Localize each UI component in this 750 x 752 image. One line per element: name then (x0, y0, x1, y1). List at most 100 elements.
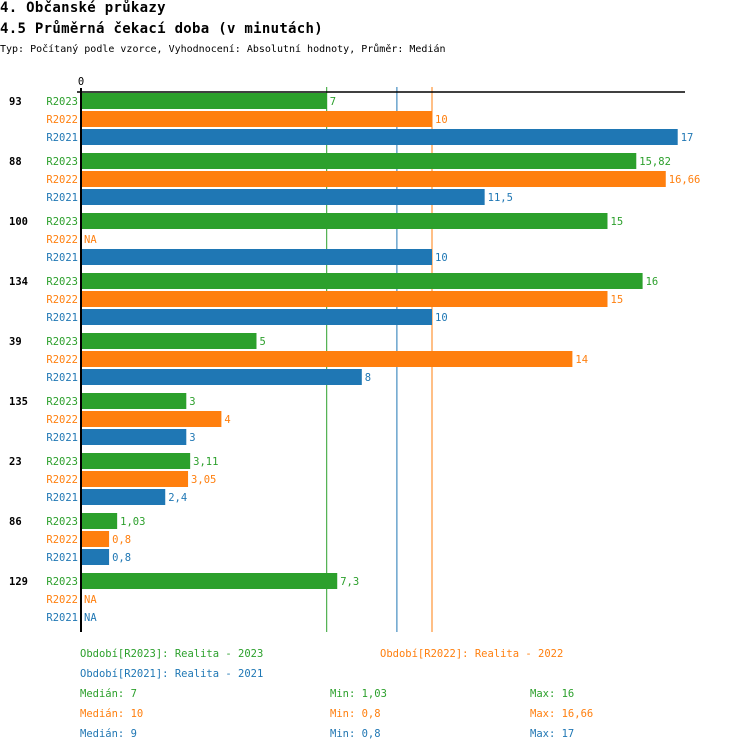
bar (81, 411, 222, 427)
bar (81, 549, 110, 565)
stat-min-r2023: Min: 1,03 (330, 688, 387, 700)
category-label: 88 (9, 156, 22, 168)
bar (81, 309, 432, 325)
series-label: R2023 (46, 396, 78, 408)
bar (81, 129, 678, 145)
chart-subtitle: Typ: Počítaný podle vzorce, Vyhodnocení:… (0, 44, 446, 55)
bar (81, 369, 362, 385)
data-label: 0,8 (112, 552, 131, 564)
bar (81, 471, 189, 487)
data-label: NA (84, 594, 97, 606)
data-label: 3,11 (193, 456, 218, 468)
data-label: 10 (435, 252, 448, 264)
bar (81, 189, 485, 205)
bar (81, 111, 432, 127)
bar (81, 291, 608, 307)
bar (81, 273, 643, 289)
series-label: R2022 (46, 594, 78, 606)
bar (81, 573, 338, 589)
series-label: R2022 (46, 414, 78, 426)
series-label: R2022 (46, 474, 78, 486)
category-label: 93 (9, 96, 22, 108)
bar (81, 429, 187, 445)
category-label: 129 (9, 576, 28, 588)
series-label: R2023 (46, 276, 78, 288)
bar (81, 453, 191, 469)
stat-max-r2021: Max: 17 (530, 728, 575, 740)
series-label: R2022 (46, 174, 78, 186)
bar (81, 333, 257, 349)
stat-median-r2021: Medián: 9 (80, 728, 137, 740)
data-label: 10 (435, 312, 448, 324)
series-label: R2021 (46, 312, 78, 324)
chart-title: 4.5 Průměrná čekací doba (v minutách) (0, 21, 323, 37)
series-label: R2023 (46, 336, 78, 348)
legend-entry-r2023: Období[R2023]: Realita - 2023 (80, 648, 264, 660)
bar (81, 393, 187, 409)
section-title: 4. Občanské průkazy (0, 0, 166, 16)
data-label: 5 (260, 336, 266, 348)
data-label: NA (84, 234, 97, 246)
series-label: R2022 (46, 534, 78, 546)
data-label: 10 (435, 114, 448, 126)
data-label: 16 (646, 276, 659, 288)
data-label: 7 (330, 96, 336, 108)
stat-max-r2023: Max: 16 (530, 688, 575, 700)
data-label: 15,82 (639, 156, 671, 168)
data-label: NA (84, 612, 97, 624)
series-label: R2021 (46, 432, 78, 444)
category-label: 135 (9, 396, 28, 408)
x-tick-label: 0 (78, 76, 84, 88)
category-label: 134 (9, 276, 28, 288)
category-label: 39 (9, 336, 22, 348)
data-label: 17 (681, 132, 694, 144)
series-label: R2021 (46, 192, 78, 204)
data-label: 1,03 (120, 516, 145, 528)
series-label: R2023 (46, 576, 78, 588)
stat-max-r2022: Max: 16,66 (530, 708, 594, 720)
data-label: 3 (189, 432, 195, 444)
data-label: 15 (611, 294, 624, 306)
bar (81, 351, 573, 367)
legend-entry-r2022: Období[R2022]: Realita - 2022 (380, 648, 564, 660)
data-label: 3 (189, 396, 195, 408)
series-label: R2021 (46, 132, 78, 144)
data-label: 0,8 (112, 534, 131, 546)
series-label: R2022 (46, 114, 78, 126)
series-label: R2023 (46, 156, 78, 168)
data-label: 7,3 (340, 576, 359, 588)
bar (81, 531, 110, 547)
category-label: 23 (9, 456, 22, 468)
category-label: 86 (9, 516, 22, 528)
stat-median-r2023: Medián: 7 (80, 688, 137, 700)
bar (81, 249, 432, 265)
data-label: 15 (611, 216, 624, 228)
data-label: 3,05 (191, 474, 216, 486)
bar (81, 213, 608, 229)
series-label: R2022 (46, 294, 78, 306)
series-label: R2022 (46, 234, 78, 246)
series-label: R2023 (46, 216, 78, 228)
data-label: 11,5 (488, 192, 513, 204)
series-label: R2022 (46, 354, 78, 366)
data-label: 2,4 (168, 492, 187, 504)
stat-min-r2021: Min: 0,8 (330, 728, 381, 740)
category-label: 100 (9, 216, 28, 228)
stat-median-r2022: Medián: 10 (80, 708, 144, 720)
bar (81, 153, 637, 169)
series-label: R2021 (46, 372, 78, 384)
bar (81, 93, 327, 109)
data-label: 16,66 (669, 174, 701, 186)
series-label: R2023 (46, 96, 78, 108)
data-label: 8 (365, 372, 371, 384)
bar (81, 489, 166, 505)
data-label: 14 (575, 354, 588, 366)
series-label: R2021 (46, 552, 78, 564)
stat-min-r2022: Min: 0,8 (330, 708, 381, 720)
bar (81, 171, 666, 187)
data-label: 4 (224, 414, 230, 426)
series-label: R2021 (46, 612, 78, 624)
legend-entry-r2021: Období[R2021]: Realita - 2021 (80, 668, 264, 680)
series-label: R2021 (46, 252, 78, 264)
